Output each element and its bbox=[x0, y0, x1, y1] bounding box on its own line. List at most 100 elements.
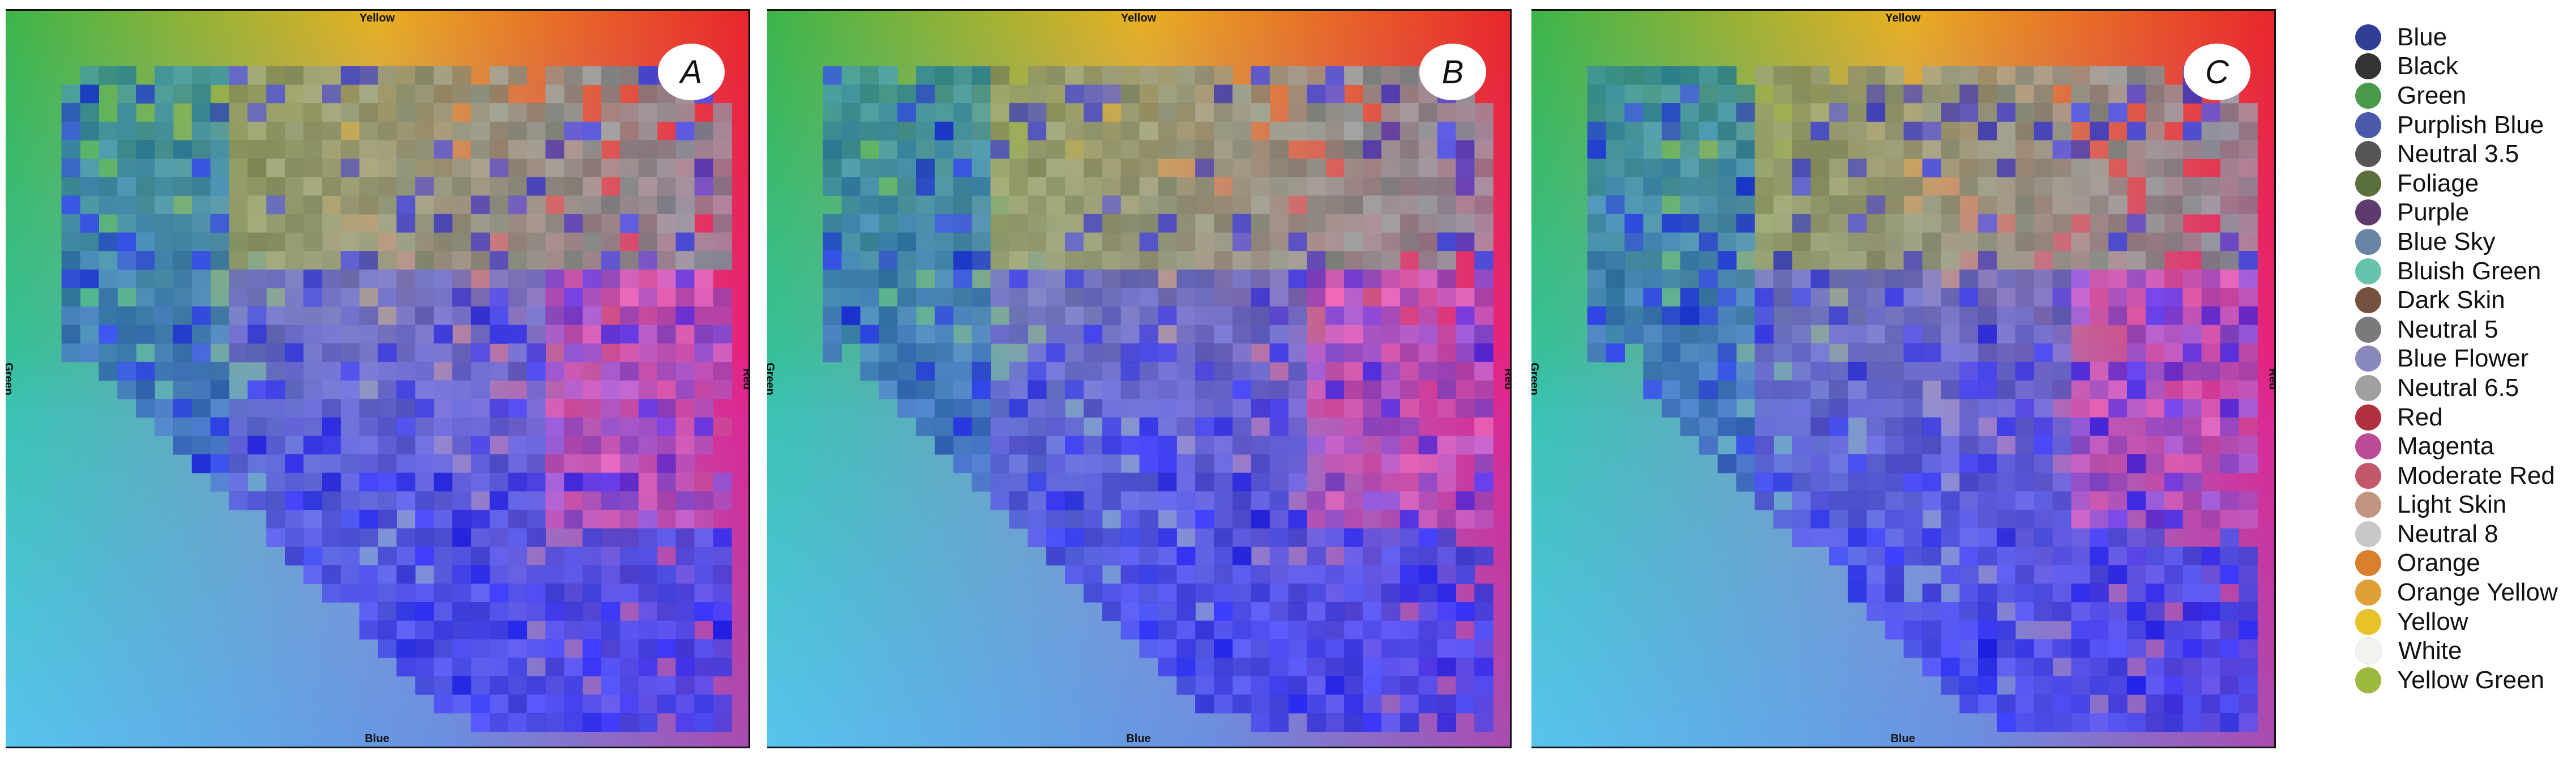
heatmap-cell bbox=[1307, 528, 1326, 547]
heatmap-cell bbox=[545, 602, 564, 621]
heatmap-cell bbox=[879, 159, 898, 178]
heatmap-cell bbox=[619, 195, 639, 215]
heatmap-cell bbox=[1176, 177, 1196, 196]
heatmap-cell bbox=[1120, 140, 1140, 159]
legend-label: Yellow Green bbox=[2397, 666, 2545, 694]
heatmap-cell bbox=[1811, 454, 1830, 474]
heatmap-cell bbox=[972, 251, 991, 270]
heatmap-cell bbox=[1195, 232, 1214, 252]
heatmap-cell bbox=[155, 343, 174, 363]
heatmap-cell bbox=[2201, 509, 2220, 529]
heatmap-cell bbox=[1456, 159, 1475, 178]
heatmap-cell bbox=[489, 325, 509, 344]
heatmap-cell bbox=[2201, 361, 2220, 381]
heatmap-cell bbox=[527, 583, 546, 603]
heatmap-cell bbox=[508, 103, 528, 122]
heatmap-cell bbox=[2145, 528, 2165, 547]
heatmap-cell bbox=[990, 177, 1009, 196]
heatmap-cell bbox=[489, 417, 509, 436]
legend-swatch bbox=[2355, 521, 2381, 547]
heatmap-cell bbox=[1028, 436, 1047, 455]
heatmap-cell bbox=[1698, 177, 1718, 196]
heatmap-cell bbox=[2239, 214, 2258, 233]
heatmap-cell bbox=[694, 159, 713, 178]
heatmap-cell bbox=[1996, 509, 2016, 529]
heatmap-cell bbox=[452, 602, 472, 621]
heatmap-cell bbox=[2145, 251, 2165, 270]
heatmap-cell bbox=[1736, 325, 1756, 344]
heatmap-cell bbox=[415, 454, 434, 474]
heatmap-cell bbox=[2127, 639, 2146, 658]
heatmap-cell bbox=[1400, 565, 1419, 584]
heatmap-cell bbox=[2052, 288, 2072, 307]
heatmap-cell bbox=[1885, 306, 1905, 326]
heatmap-cell bbox=[1158, 103, 1177, 122]
legend-item: Neutral 5 bbox=[2355, 315, 2573, 344]
heatmap-cell bbox=[1474, 713, 1494, 732]
heatmap-cell bbox=[1418, 121, 1438, 140]
heatmap-cell bbox=[1996, 565, 2016, 584]
heatmap-cell bbox=[303, 140, 323, 159]
heatmap-cell bbox=[508, 509, 528, 529]
heatmap-cell bbox=[1325, 121, 1345, 140]
heatmap-cell bbox=[1400, 657, 1419, 677]
heatmap-cell bbox=[340, 583, 360, 603]
heatmap-cell bbox=[1474, 232, 1494, 252]
heatmap-cell bbox=[1363, 361, 1382, 381]
heatmap-cell bbox=[1176, 195, 1196, 215]
heatmap-cell bbox=[990, 159, 1009, 178]
heatmap-cell bbox=[2201, 491, 2220, 510]
heatmap-cell bbox=[1028, 528, 1047, 547]
heatmap-cell bbox=[173, 417, 192, 436]
heatmap-cell bbox=[340, 251, 360, 270]
heatmap-cell bbox=[823, 232, 842, 252]
heatmap-cell bbox=[1158, 620, 1177, 640]
heatmap-cell bbox=[1214, 417, 1233, 436]
heatmap-cell bbox=[2164, 472, 2184, 492]
heatmap-cell bbox=[266, 306, 285, 326]
heatmap-cell bbox=[2127, 565, 2146, 584]
heatmap-cell bbox=[2090, 509, 2109, 529]
heatmap-cell bbox=[1120, 66, 1140, 86]
heatmap-cell bbox=[2201, 583, 2220, 603]
heatmap-cell bbox=[1102, 399, 1122, 418]
heatmap-cell bbox=[1065, 454, 1084, 474]
heatmap-cell bbox=[285, 509, 304, 529]
heatmap-cell bbox=[136, 361, 155, 381]
heatmap-cell bbox=[489, 547, 509, 566]
heatmap-cell bbox=[378, 140, 397, 159]
heatmap-cell bbox=[415, 676, 434, 695]
heatmap-cell bbox=[713, 159, 732, 178]
heatmap-cell bbox=[1176, 140, 1196, 159]
heatmap-cell bbox=[1903, 436, 1923, 455]
heatmap-cell bbox=[266, 472, 285, 492]
heatmap-cell bbox=[1102, 288, 1122, 307]
heatmap-cell bbox=[1456, 361, 1475, 381]
heatmap-cell bbox=[972, 472, 991, 492]
heatmap-cell bbox=[415, 288, 434, 307]
heatmap-cell bbox=[1587, 84, 1607, 104]
heatmap-cell bbox=[583, 583, 602, 603]
heatmap-cell bbox=[713, 195, 732, 215]
heatmap-cell bbox=[916, 343, 935, 363]
heatmap-cell bbox=[2201, 251, 2220, 270]
heatmap-cell bbox=[136, 306, 155, 326]
heatmap-cell bbox=[934, 214, 954, 233]
heatmap-cell bbox=[1363, 491, 1382, 510]
heatmap-cell bbox=[564, 251, 583, 270]
heatmap-cell bbox=[1456, 547, 1475, 566]
heatmap-cell bbox=[545, 121, 564, 140]
heatmap-cell bbox=[229, 472, 248, 492]
heatmap-cell bbox=[990, 103, 1009, 122]
heatmap-cell bbox=[1046, 306, 1066, 326]
heatmap-cell bbox=[545, 472, 564, 492]
heatmap-cell bbox=[1866, 528, 1886, 547]
heatmap-cell bbox=[1736, 214, 1756, 233]
heatmap-cell bbox=[583, 399, 602, 418]
heatmap-cell bbox=[1139, 177, 1158, 196]
heatmap-c-svg bbox=[1531, 11, 2274, 747]
heatmap-cell bbox=[155, 288, 174, 307]
heatmap-cell bbox=[266, 84, 285, 104]
heatmap-cell bbox=[2052, 140, 2072, 159]
heatmap-cell bbox=[1866, 454, 1886, 474]
